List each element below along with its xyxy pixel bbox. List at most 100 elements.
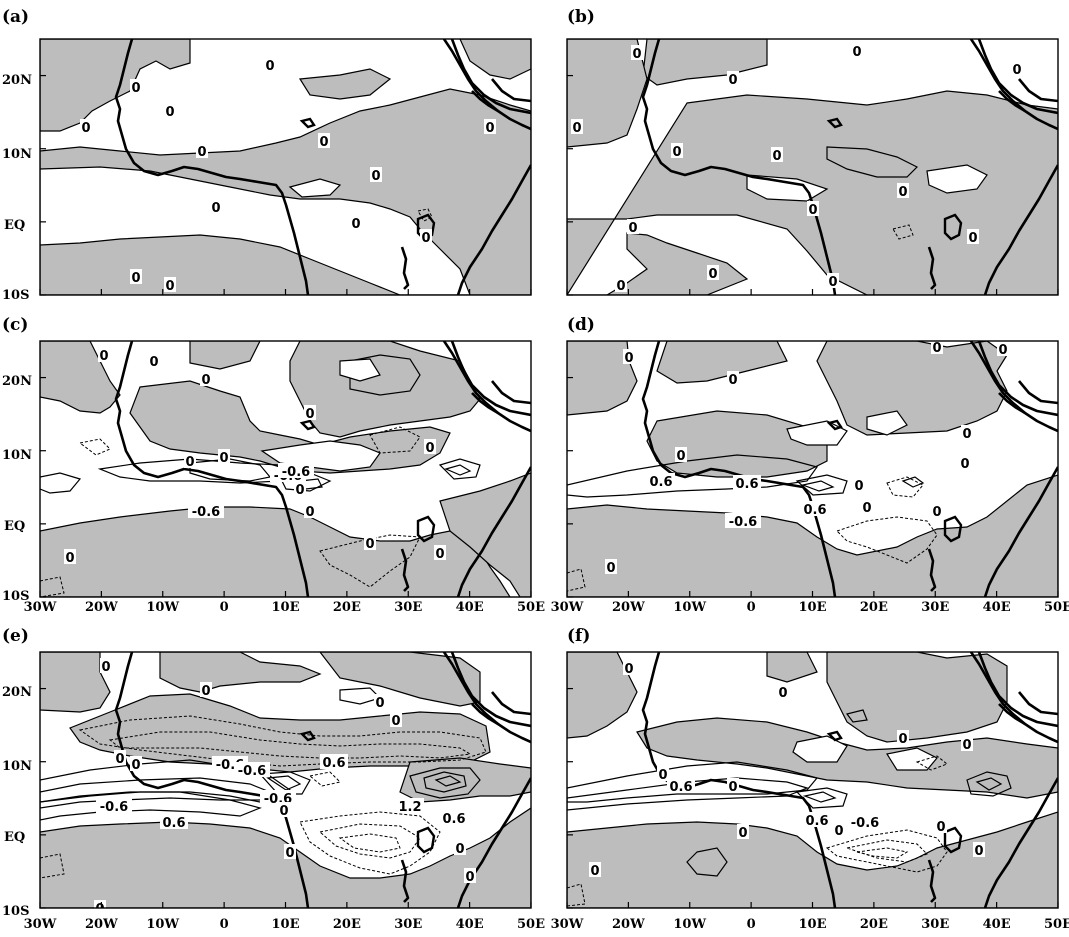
contour-label: 0 xyxy=(998,343,1007,358)
lon-label: 10W xyxy=(146,600,179,615)
contour-label-bg xyxy=(350,215,362,230)
contour-label: 0 xyxy=(319,135,328,150)
contour-label-bg xyxy=(130,756,142,771)
contour-label-bg xyxy=(833,822,845,837)
contour-label-bg xyxy=(847,814,883,829)
positive-region xyxy=(886,747,938,771)
coastline xyxy=(927,548,937,592)
coastline xyxy=(456,164,531,295)
contour-label: 0 xyxy=(265,59,274,74)
coastline xyxy=(969,652,1058,744)
lake-outline xyxy=(416,826,436,854)
panel-label-e: (e) xyxy=(2,626,29,646)
contour-label-bg xyxy=(935,818,947,833)
lon-labels-c: 30W 20W 10W 0 10E 20E 30E 40E 50E xyxy=(24,600,545,615)
negative-contour xyxy=(40,853,65,879)
coastline xyxy=(114,39,310,295)
panel-label-f: (f) xyxy=(567,626,590,646)
lon-label: 10W xyxy=(673,917,706,932)
lat-label: 10N xyxy=(2,759,32,774)
positive-region xyxy=(792,735,848,763)
coastline xyxy=(442,341,531,433)
lon-label: 30E xyxy=(921,917,949,932)
contour-label-bg xyxy=(623,660,635,675)
lat-label: 10S xyxy=(2,904,29,919)
negative-region xyxy=(636,717,1058,799)
negative-region xyxy=(816,341,1008,436)
contour-label-bg xyxy=(725,513,761,528)
lon-label: 50E xyxy=(1044,917,1069,932)
contour-label: 0 xyxy=(131,81,140,96)
contour-label-bg xyxy=(184,453,196,468)
contour-label-bg xyxy=(164,103,176,118)
contour-label-bg xyxy=(98,347,110,362)
lon-label: 10W xyxy=(673,600,706,615)
lon-label: 10E xyxy=(799,917,827,932)
contour-label: 0 xyxy=(197,145,206,160)
contour-label-bg xyxy=(851,43,863,58)
lon-label: 20W xyxy=(612,600,645,615)
contour-label-bg xyxy=(64,549,76,564)
lat-label: 20N xyxy=(2,685,32,700)
negative-contour xyxy=(836,516,938,564)
contour-label-bg xyxy=(967,229,979,244)
positive-contour xyxy=(966,771,1012,797)
lat-label: EQ xyxy=(4,218,25,233)
contour-label: 0 xyxy=(115,752,124,767)
panel-label-a: (a) xyxy=(2,7,29,27)
coastline xyxy=(977,39,1058,115)
contour-label-bg xyxy=(434,545,446,560)
positive-region xyxy=(339,358,381,382)
contour-label-bg xyxy=(771,147,783,162)
map-content: 0 0 0 0 0 0 0.6 0.6 0.6 0 0 -0.6 0 0 0 xyxy=(567,341,1058,597)
contour-label: 0 xyxy=(185,455,194,470)
lake-outline xyxy=(826,419,843,431)
coastline xyxy=(977,341,1058,417)
contour-label: 0 xyxy=(676,449,685,464)
contour-label: 0 xyxy=(974,844,983,859)
contour-label-bg xyxy=(390,712,402,727)
contour-label: 0.6 xyxy=(669,780,692,795)
contour-label-bg xyxy=(364,535,376,550)
map-content: 0 0 0 0 0 0 0 0 0 0 0 0 0 0 xyxy=(567,39,1058,295)
contour-label: 0 xyxy=(932,341,941,356)
contour-label-bg xyxy=(647,473,675,488)
negative-contour xyxy=(40,576,65,597)
contour-label: 0 xyxy=(590,864,599,879)
negative-contour xyxy=(78,715,487,767)
contour-label-bg xyxy=(589,862,601,877)
contour-label: -0.6 xyxy=(100,800,128,815)
coastline xyxy=(998,392,1026,415)
coastline xyxy=(491,78,531,103)
contour-label: 0 xyxy=(165,105,174,120)
contour-label: 0 xyxy=(834,824,843,839)
negative-contour xyxy=(825,829,948,873)
contour-label: 0 xyxy=(131,758,140,773)
coastline xyxy=(471,90,499,113)
coastline xyxy=(491,691,531,716)
contour-label-bg xyxy=(959,455,971,470)
lon-label: 10E xyxy=(272,917,300,932)
coastline xyxy=(998,90,1026,113)
contour-label-bg xyxy=(627,219,639,234)
contour-label: 0 xyxy=(285,846,294,861)
contour-label-bg xyxy=(727,371,739,386)
contour-label: 0 xyxy=(305,505,314,520)
contour-label: 0 xyxy=(465,870,474,885)
contour-label-bg xyxy=(737,824,749,839)
lake-outline xyxy=(943,515,963,543)
contour-label: 0 xyxy=(295,483,304,498)
contour-label: 0 xyxy=(808,203,817,218)
contour-label-bg xyxy=(278,802,290,817)
contour-label-bg xyxy=(897,730,909,745)
contour-label-bg xyxy=(931,341,943,354)
contour-label: 0 xyxy=(99,349,108,364)
coastline xyxy=(400,246,410,290)
positive-contour xyxy=(40,791,262,821)
contour-label-bg xyxy=(777,684,789,699)
lon-label: 40E xyxy=(983,917,1011,932)
contour-label-bg xyxy=(210,199,222,214)
